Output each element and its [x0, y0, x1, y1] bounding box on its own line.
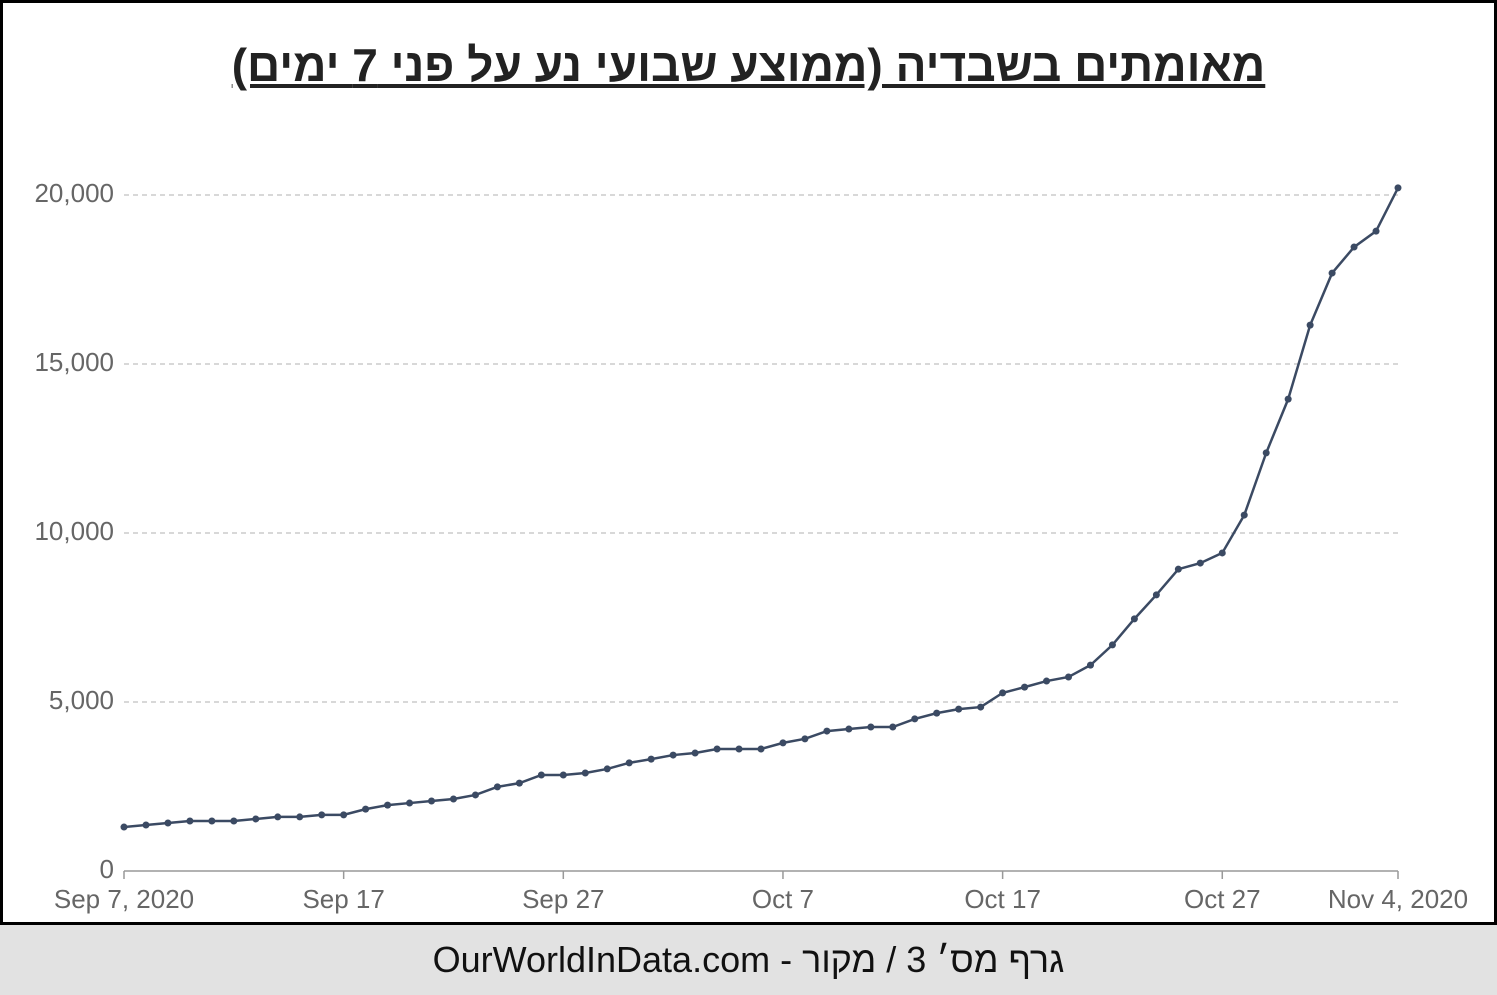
- point: [713, 745, 721, 753]
- point: [1394, 184, 1402, 192]
- point: [559, 771, 567, 779]
- point: [537, 771, 545, 779]
- point: [867, 723, 875, 731]
- y-tick-label: 5,000: [49, 685, 114, 715]
- point: [1372, 227, 1380, 235]
- chart-frame: [0, 0, 1497, 925]
- point: [340, 811, 348, 819]
- point: [1240, 511, 1248, 519]
- point: [691, 749, 699, 757]
- point: [186, 817, 194, 825]
- x-tick-label: Oct 7: [752, 884, 814, 914]
- point: [1350, 243, 1358, 251]
- point: [318, 811, 326, 819]
- point: [1306, 321, 1314, 329]
- point: [757, 745, 765, 753]
- x-tick-label: Oct 27: [1184, 884, 1261, 914]
- x-tick-label: Nov 4, 2020: [1328, 884, 1468, 914]
- point: [977, 703, 985, 711]
- point: [449, 795, 457, 803]
- point: [471, 791, 479, 799]
- point: [1043, 677, 1051, 685]
- point: [1196, 559, 1204, 567]
- point: [625, 759, 633, 767]
- point: [252, 815, 260, 823]
- point: [230, 817, 238, 825]
- point: [362, 805, 370, 813]
- point: [955, 705, 963, 713]
- point: [823, 727, 831, 735]
- y-tick-label: 20,000: [34, 178, 114, 208]
- point: [1262, 449, 1270, 457]
- point: [274, 813, 282, 821]
- point: [1086, 661, 1094, 669]
- y-tick-label: 15,000: [34, 347, 114, 377]
- y-tick-label: 0: [100, 854, 114, 884]
- chart: 0 5,000 10,000 15,000 20,000 Sep 7, 2020 Sep 1…: [34, 178, 1468, 914]
- x-tick-label: Sep 7, 2020: [54, 884, 194, 914]
- point: [603, 765, 611, 773]
- point: [801, 735, 809, 743]
- point: [406, 799, 414, 807]
- point: [779, 739, 787, 747]
- point: [581, 769, 589, 777]
- point: [1108, 641, 1116, 649]
- point: [735, 745, 743, 753]
- point: [493, 783, 501, 791]
- point: [1152, 591, 1160, 599]
- point: [515, 779, 523, 787]
- point: [933, 709, 941, 717]
- point: [1021, 683, 1029, 691]
- point: [428, 797, 436, 805]
- y-tick-label: 10,000: [34, 516, 114, 546]
- point: [120, 823, 128, 831]
- point: [1174, 565, 1182, 573]
- point: [1284, 395, 1292, 403]
- footer: גרף מס׳ 3 / מקור - OurWorldInData.com: [0, 925, 1497, 995]
- point: [296, 813, 304, 821]
- point: [647, 755, 655, 763]
- point: [208, 817, 216, 825]
- chart-title: מאומתים בשבדיה (ממוצע שבועי נע על פני 7 …: [231, 39, 1266, 91]
- point: [1218, 549, 1226, 557]
- point: [384, 801, 392, 809]
- point: [669, 751, 677, 759]
- point: [1130, 615, 1138, 623]
- point: [911, 715, 919, 723]
- x-tick-label: Sep 27: [522, 884, 604, 914]
- point: [999, 689, 1007, 697]
- point: [142, 821, 150, 829]
- x-tick-label: Sep 17: [302, 884, 384, 914]
- point: [1065, 673, 1073, 681]
- x-tick-label: Oct 17: [964, 884, 1041, 914]
- point: [164, 819, 172, 827]
- line: [123, 187, 1400, 829]
- point: [889, 723, 897, 731]
- point: [845, 725, 853, 733]
- point: [1328, 269, 1336, 277]
